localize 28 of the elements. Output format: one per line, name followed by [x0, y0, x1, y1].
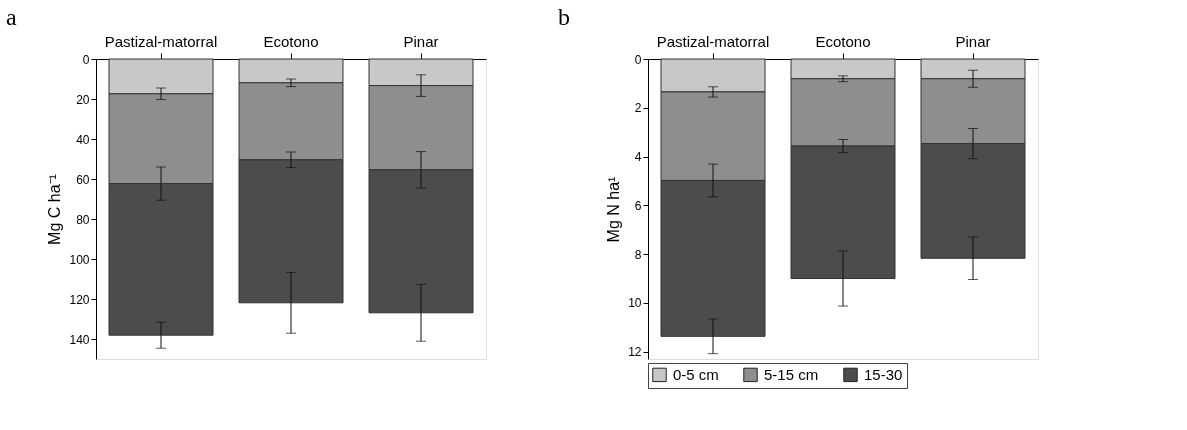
- y-axis-title: Mg C ha⁻¹: [46, 174, 64, 245]
- y-tick-label: 6: [634, 198, 642, 213]
- y-tick-label: 20: [76, 92, 90, 107]
- y-tick-label: 60: [76, 172, 90, 187]
- legend-label: 0-5 cm: [673, 365, 719, 383]
- x-tick-label: Ecotono: [263, 32, 319, 50]
- y-tick-label: 12: [628, 345, 642, 360]
- y-tick-label: 100: [69, 252, 90, 267]
- y-tick-label: 80: [76, 212, 90, 227]
- y-tick-label: 0: [634, 52, 642, 67]
- y-axis-title: Mg N ha¹: [605, 176, 623, 243]
- y-tick-label: 140: [69, 332, 90, 347]
- y-tick-label: 40: [76, 132, 90, 147]
- x-tick-label: Ecotono: [815, 32, 871, 50]
- y-tick-label: 120: [69, 292, 90, 307]
- y-tick-label: 10: [628, 296, 642, 311]
- x-tick-label: Pastizal-matorral: [656, 32, 770, 50]
- chart-title: b: [558, 4, 570, 30]
- chart-title: a: [6, 4, 17, 30]
- x-tick-label: Pinar: [403, 32, 439, 50]
- y-tick-label: 8: [634, 247, 642, 262]
- y-tick-label: 4: [634, 150, 642, 165]
- y-tick-label: 0: [82, 52, 90, 67]
- legend-label: 15-30: [864, 365, 903, 383]
- x-tick-label: Pastizal-matorral: [104, 32, 218, 50]
- x-tick-label: Pinar: [955, 32, 991, 50]
- legend-label: 5-15 cm: [764, 365, 819, 383]
- y-tick-label: 2: [634, 101, 642, 116]
